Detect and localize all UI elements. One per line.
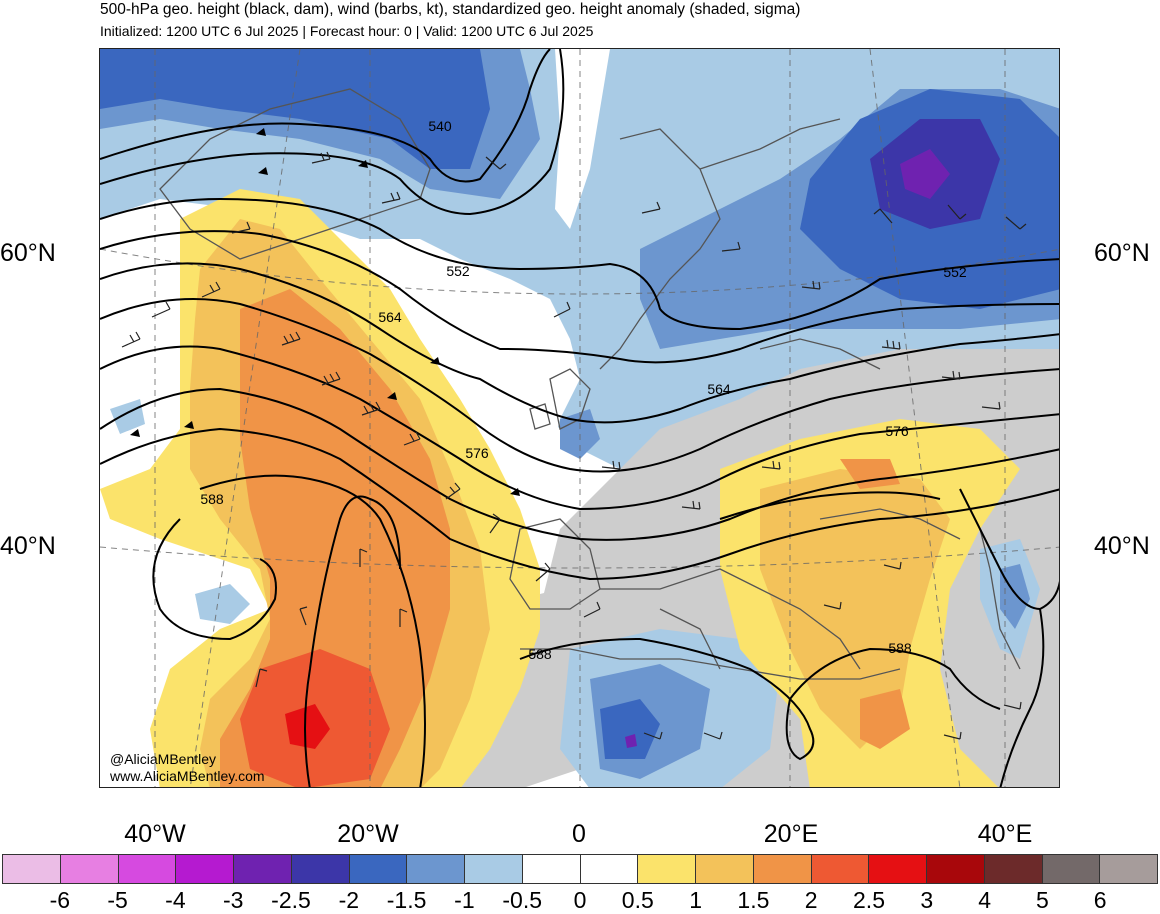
wind-barbs — [121, 151, 1027, 740]
contour-576 — [100, 345, 1059, 511]
colorbar-box — [753, 855, 812, 883]
shade-neg05-small-west — [110, 399, 145, 434]
colorbar-box — [927, 855, 985, 883]
colorbar — [2, 854, 1158, 884]
colorbar-box — [60, 855, 119, 883]
shade-pos15-se-north — [840, 459, 900, 489]
lon-label-40w: 40°W — [124, 820, 186, 848]
lat-label-40n-right: 40°N — [1094, 532, 1150, 560]
contour-588-se — [519, 637, 1001, 761]
credit-handle: @AliciaMBentley — [110, 751, 217, 767]
front-markers — [130, 128, 520, 496]
shade-pos15-se — [860, 689, 910, 749]
colorbar-tick-label: -0.5 — [502, 887, 543, 913]
shade-neg25-east — [900, 149, 950, 199]
chart-subtitle: Initialized: 1200 UTC 6 Jul 2025 | Forec… — [100, 23, 594, 39]
lon-label-40e: 40°E — [977, 820, 1033, 848]
colorbar-box — [118, 855, 177, 883]
colorbar-box — [984, 855, 1043, 883]
coastlines — [159, 88, 1021, 680]
shade-white-ice — [555, 49, 610, 229]
colorbar-tick-label: -5 — [107, 887, 128, 913]
colorbar-tick-label: 5 — [1035, 887, 1049, 913]
lat-label-40n-left: 40°N — [0, 532, 56, 560]
contour-label: 564 — [707, 381, 731, 397]
lon-label-20w: 20°W — [337, 820, 399, 848]
contour-label: 552 — [446, 263, 470, 279]
colorbar-tick-label: -6 — [49, 887, 71, 913]
colorbar-box — [580, 855, 639, 883]
height-contours — [100, 49, 1059, 787]
colorbar-box — [638, 855, 696, 883]
colorbar-tick-label: -1 — [454, 887, 475, 913]
colorbar-tick-label: -2 — [338, 887, 360, 913]
contour-label: 576 — [465, 445, 489, 461]
colorbar-tick-label: 1 — [689, 887, 702, 913]
contour-label: 588 — [528, 646, 552, 662]
credit-site: www.AliciaMBentley.com — [110, 768, 265, 784]
shade-neg05-azores — [195, 584, 250, 624]
colorbar-box — [811, 855, 870, 883]
colorbar-tick-label: -4 — [165, 887, 186, 913]
colorbar-box — [407, 855, 465, 883]
contour-540 — [100, 49, 551, 183]
contour-588-atlantic — [199, 474, 426, 787]
shade-neg25-med — [625, 734, 637, 748]
contour-label: 588 — [200, 491, 224, 507]
contour-label: 564 — [378, 309, 402, 325]
contour-label-group: 540 552 552 564 564 576 576 588 588 588 — [200, 118, 967, 662]
map-svg: 540 552 552 564 564 576 576 588 588 588 — [100, 49, 1059, 787]
contour-564 — [100, 262, 1059, 424]
map-panel[interactable]: 540 552 552 564 564 576 576 588 588 588 — [99, 48, 1060, 788]
colorbar-box — [1100, 855, 1157, 883]
colorbar-box — [291, 855, 350, 883]
colorbar-box — [234, 855, 292, 883]
contour-label: 588 — [888, 640, 912, 656]
lat-label-60n-right: 60°N — [1094, 239, 1150, 267]
colorbar-box — [1042, 855, 1101, 883]
shade-neg15-med — [600, 699, 660, 759]
colorbar-tick-label: 1.5 — [737, 887, 770, 913]
colorbar-tick-label: 3 — [920, 887, 934, 913]
colorbar-tick-label: -1.5 — [386, 887, 427, 913]
colorbar-box — [869, 855, 927, 883]
colorbar-tick-label: -3 — [222, 887, 244, 913]
contour-552 — [100, 197, 1059, 331]
colorbar-box — [465, 855, 523, 883]
colorbar-tick-label: 0.5 — [621, 887, 654, 913]
shade-pos25-atlantic — [285, 704, 330, 749]
colorbar-tick-label: 0 — [573, 887, 587, 913]
contour-label: 576 — [885, 423, 909, 439]
lat-label-60n-left: 60°N — [0, 239, 56, 267]
colorbar-box — [349, 855, 408, 883]
contour-label: 540 — [428, 118, 452, 134]
colorbar-tick-label: 2 — [804, 887, 818, 913]
chart-title: 500-hPa geo. height (black, dam), wind (… — [100, 1, 801, 18]
lon-label-20e: 20°E — [763, 820, 819, 848]
colorbar-box — [3, 855, 61, 883]
colorbar-tick-label: 6 — [1093, 887, 1107, 913]
colorbar-tick-label: 2.5 — [853, 887, 885, 913]
shade-neg10-caspian — [1000, 564, 1030, 629]
graticule — [100, 49, 1059, 787]
contour-label: 552 — [943, 264, 967, 280]
colorbar-tick-label: 4 — [978, 887, 991, 913]
colorbar-box — [522, 855, 581, 883]
lon-label-0: 0 — [572, 820, 586, 848]
colorbar-box — [696, 855, 754, 883]
colorbar-tick-label: -2.5 — [271, 887, 311, 913]
colorbar-box — [176, 855, 234, 883]
